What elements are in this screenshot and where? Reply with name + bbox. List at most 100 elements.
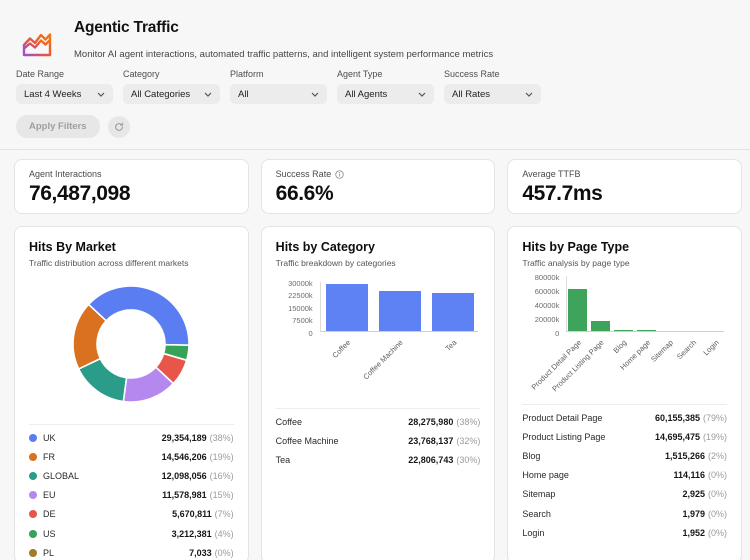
y-axis-tick-label: 30000k [288, 278, 313, 288]
legend-item-eu: EU 11,578,981 (15%) [29, 486, 234, 505]
chevron-down-icon [525, 92, 533, 97]
legend-color-dot [29, 529, 37, 538]
list-item-percent: (2%) [708, 450, 728, 461]
list-item-percent: (19%) [703, 431, 728, 442]
page-title: Agentic Traffic [74, 19, 179, 36]
y-axis-labels: 80000k 60000k 40000k 20000k 0 [522, 273, 562, 338]
list-item-search: Search 1,979 (0%) [522, 504, 727, 523]
list-item-value: 2,925 [682, 489, 705, 500]
list-item-sitemap: Sitemap 2,925 (0%) [522, 485, 727, 504]
hits-by-page-type-card: Hits by Page Type Traffic analysis by pag… [507, 226, 743, 560]
filter-date-range: Date Range Last 4 Weeks [16, 69, 113, 104]
filter-label-platform: Platform [230, 69, 264, 79]
filter-select-platform[interactable]: All [230, 84, 327, 104]
market-donut-wrap [29, 280, 234, 408]
list-item-value-group: 1,979 (0%) [682, 509, 727, 519]
list-item-product-detail-page: Product Detail Page 60,155,385 (79%) [522, 408, 727, 427]
list-item-label-group: US [29, 529, 56, 539]
chart-title: Hits By Market [29, 240, 116, 254]
donut-segment-uk[interactable] [88, 285, 191, 347]
x-axis-label-tea: Tea [443, 338, 459, 353]
list-item-value: 1,515,266 [664, 450, 705, 461]
header-text: Agentic Traffic Monitor AI agent interac… [74, 16, 493, 60]
bar-coffee[interactable] [325, 283, 368, 331]
filter-select-date-range[interactable]: Last 4 Weeks [16, 84, 113, 104]
list-item-value-group: 1,515,266 (2%) [665, 451, 727, 461]
kpi-value: 457.7ms [522, 182, 603, 205]
filter-select-category[interactable]: All Categories [123, 84, 220, 104]
filter-selected-value: All [238, 88, 249, 100]
bar-coffee-machine[interactable] [378, 291, 421, 331]
y-axis-labels: 30000k 22500k 15000k 7500k 0 [276, 278, 316, 338]
hits-by-market-card: Hits By Market Traffic distribution acros… [14, 226, 249, 560]
filter-selected-value: All Categories [131, 88, 191, 100]
filter-selected-value: All Agents [345, 88, 388, 100]
filter-label-success-rate: Success Rate [444, 69, 500, 79]
charts-row: Hits By Market Traffic distribution acros… [14, 226, 743, 560]
dashboard-content: Agent Interactions 76,487,098 Success Rate… [0, 150, 750, 560]
list-item-label-group: GLOBAL [29, 471, 79, 481]
list-item-label-group: Search [522, 509, 551, 519]
refresh-button[interactable] [107, 115, 130, 138]
y-axis-tick-label: 22500k [288, 291, 313, 300]
list-item-label: Product Detail Page [522, 412, 603, 423]
bar-home-page[interactable] [636, 330, 656, 331]
info-icon[interactable] [335, 169, 344, 179]
filter-selected-value: Last 4 Weeks [24, 88, 82, 100]
hits-by-category-list: Coffee 28,275,980 (38%) Coffee Machine 23,76… [275, 408, 481, 470]
kpi-card-average-ttfb: Average TTFB 457.7ms [507, 159, 743, 214]
page-header: Agentic Traffic Monitor AI agent interac… [0, 0, 750, 64]
list-item-value: 12,098,056 [161, 470, 207, 481]
list-item-label: UK [43, 432, 56, 443]
list-item-percent: (0%) [214, 547, 234, 558]
legend-item-fr: FR 14,546,206 (19%) [29, 447, 234, 466]
list-item-percent: (16%) [209, 470, 234, 481]
y-axis-tick-label: 0 [308, 328, 313, 338]
list-item-value-group: 14,695,475 (19%) [655, 432, 727, 442]
list-item-label: DE [43, 509, 56, 520]
filter-category: Category All Categories [123, 69, 220, 104]
list-item-label-group: DE [29, 509, 56, 519]
list-item-label-group: Coffee Machine [276, 436, 339, 446]
list-item-label-group: Blog [522, 451, 540, 461]
list-item-label: Home page [522, 470, 569, 481]
list-item-label: FR [43, 451, 55, 462]
y-axis-tick-label: 20000k [534, 314, 560, 324]
list-item-percent: (0%) [708, 470, 728, 481]
list-item-label: Coffee [275, 416, 303, 427]
list-item-value: 1,952 [682, 527, 705, 538]
list-item-value-group: 3,212,381 (4%) [172, 529, 234, 539]
hits-by-market-list: UK 29,354,189 (38%) FR 14,546,206 (19%) GLOBAL… [29, 424, 234, 560]
kpi-card-success-rate: Success Rate 66.6% [260, 159, 496, 214]
list-item-percent: (15%) [209, 490, 234, 501]
list-item-value-group: 14,546,206 (19%) [162, 452, 234, 462]
kpi-label: Agent Interactions [29, 169, 102, 179]
filter-actions: Apply Filters [0, 104, 750, 149]
kpi-row: Agent Interactions 76,487,098 Success Rate… [14, 159, 743, 214]
bar-blog[interactable] [613, 329, 633, 331]
bar-product-detail-page[interactable] [567, 288, 587, 331]
donut-segment-fr[interactable] [72, 303, 108, 370]
kpi-label-row: Agent Interactions [29, 169, 234, 179]
list-item-percent: (38%) [456, 416, 481, 427]
list-item-value: 28,275,980 [408, 416, 454, 427]
list-item-value: 1,979 [682, 508, 705, 519]
filter-select-agent-type[interactable]: All Agents [337, 84, 434, 104]
list-item-label-group: Login [522, 528, 544, 538]
kpi-label: Average TTFB [522, 169, 581, 179]
apply-filters-button[interactable]: Apply Filters [16, 115, 100, 138]
x-axis-label-coffee-machine: Coffee Machine [361, 338, 406, 382]
list-item-value: 5,670,811 [172, 509, 212, 520]
list-item-value: 7,033 [189, 547, 212, 558]
bar-product-listing-page[interactable] [590, 320, 610, 331]
bar-tea[interactable] [431, 293, 474, 331]
list-item-value: 14,695,475 [654, 431, 700, 442]
list-item-label: EU [43, 490, 56, 501]
page-subtitle: Monitor AI agent interactions, automated… [74, 49, 494, 60]
list-item-percent: (32%) [456, 435, 481, 446]
y-axis-tick-label: 40000k [534, 300, 560, 310]
list-item-product-listing-page: Product Listing Page 14,695,475 (19%) [522, 427, 727, 446]
filter-select-success-rate[interactable]: All Rates [444, 84, 541, 104]
list-item-value: 11,578,981 [162, 490, 207, 501]
list-item-label-group: Home page [522, 470, 569, 480]
